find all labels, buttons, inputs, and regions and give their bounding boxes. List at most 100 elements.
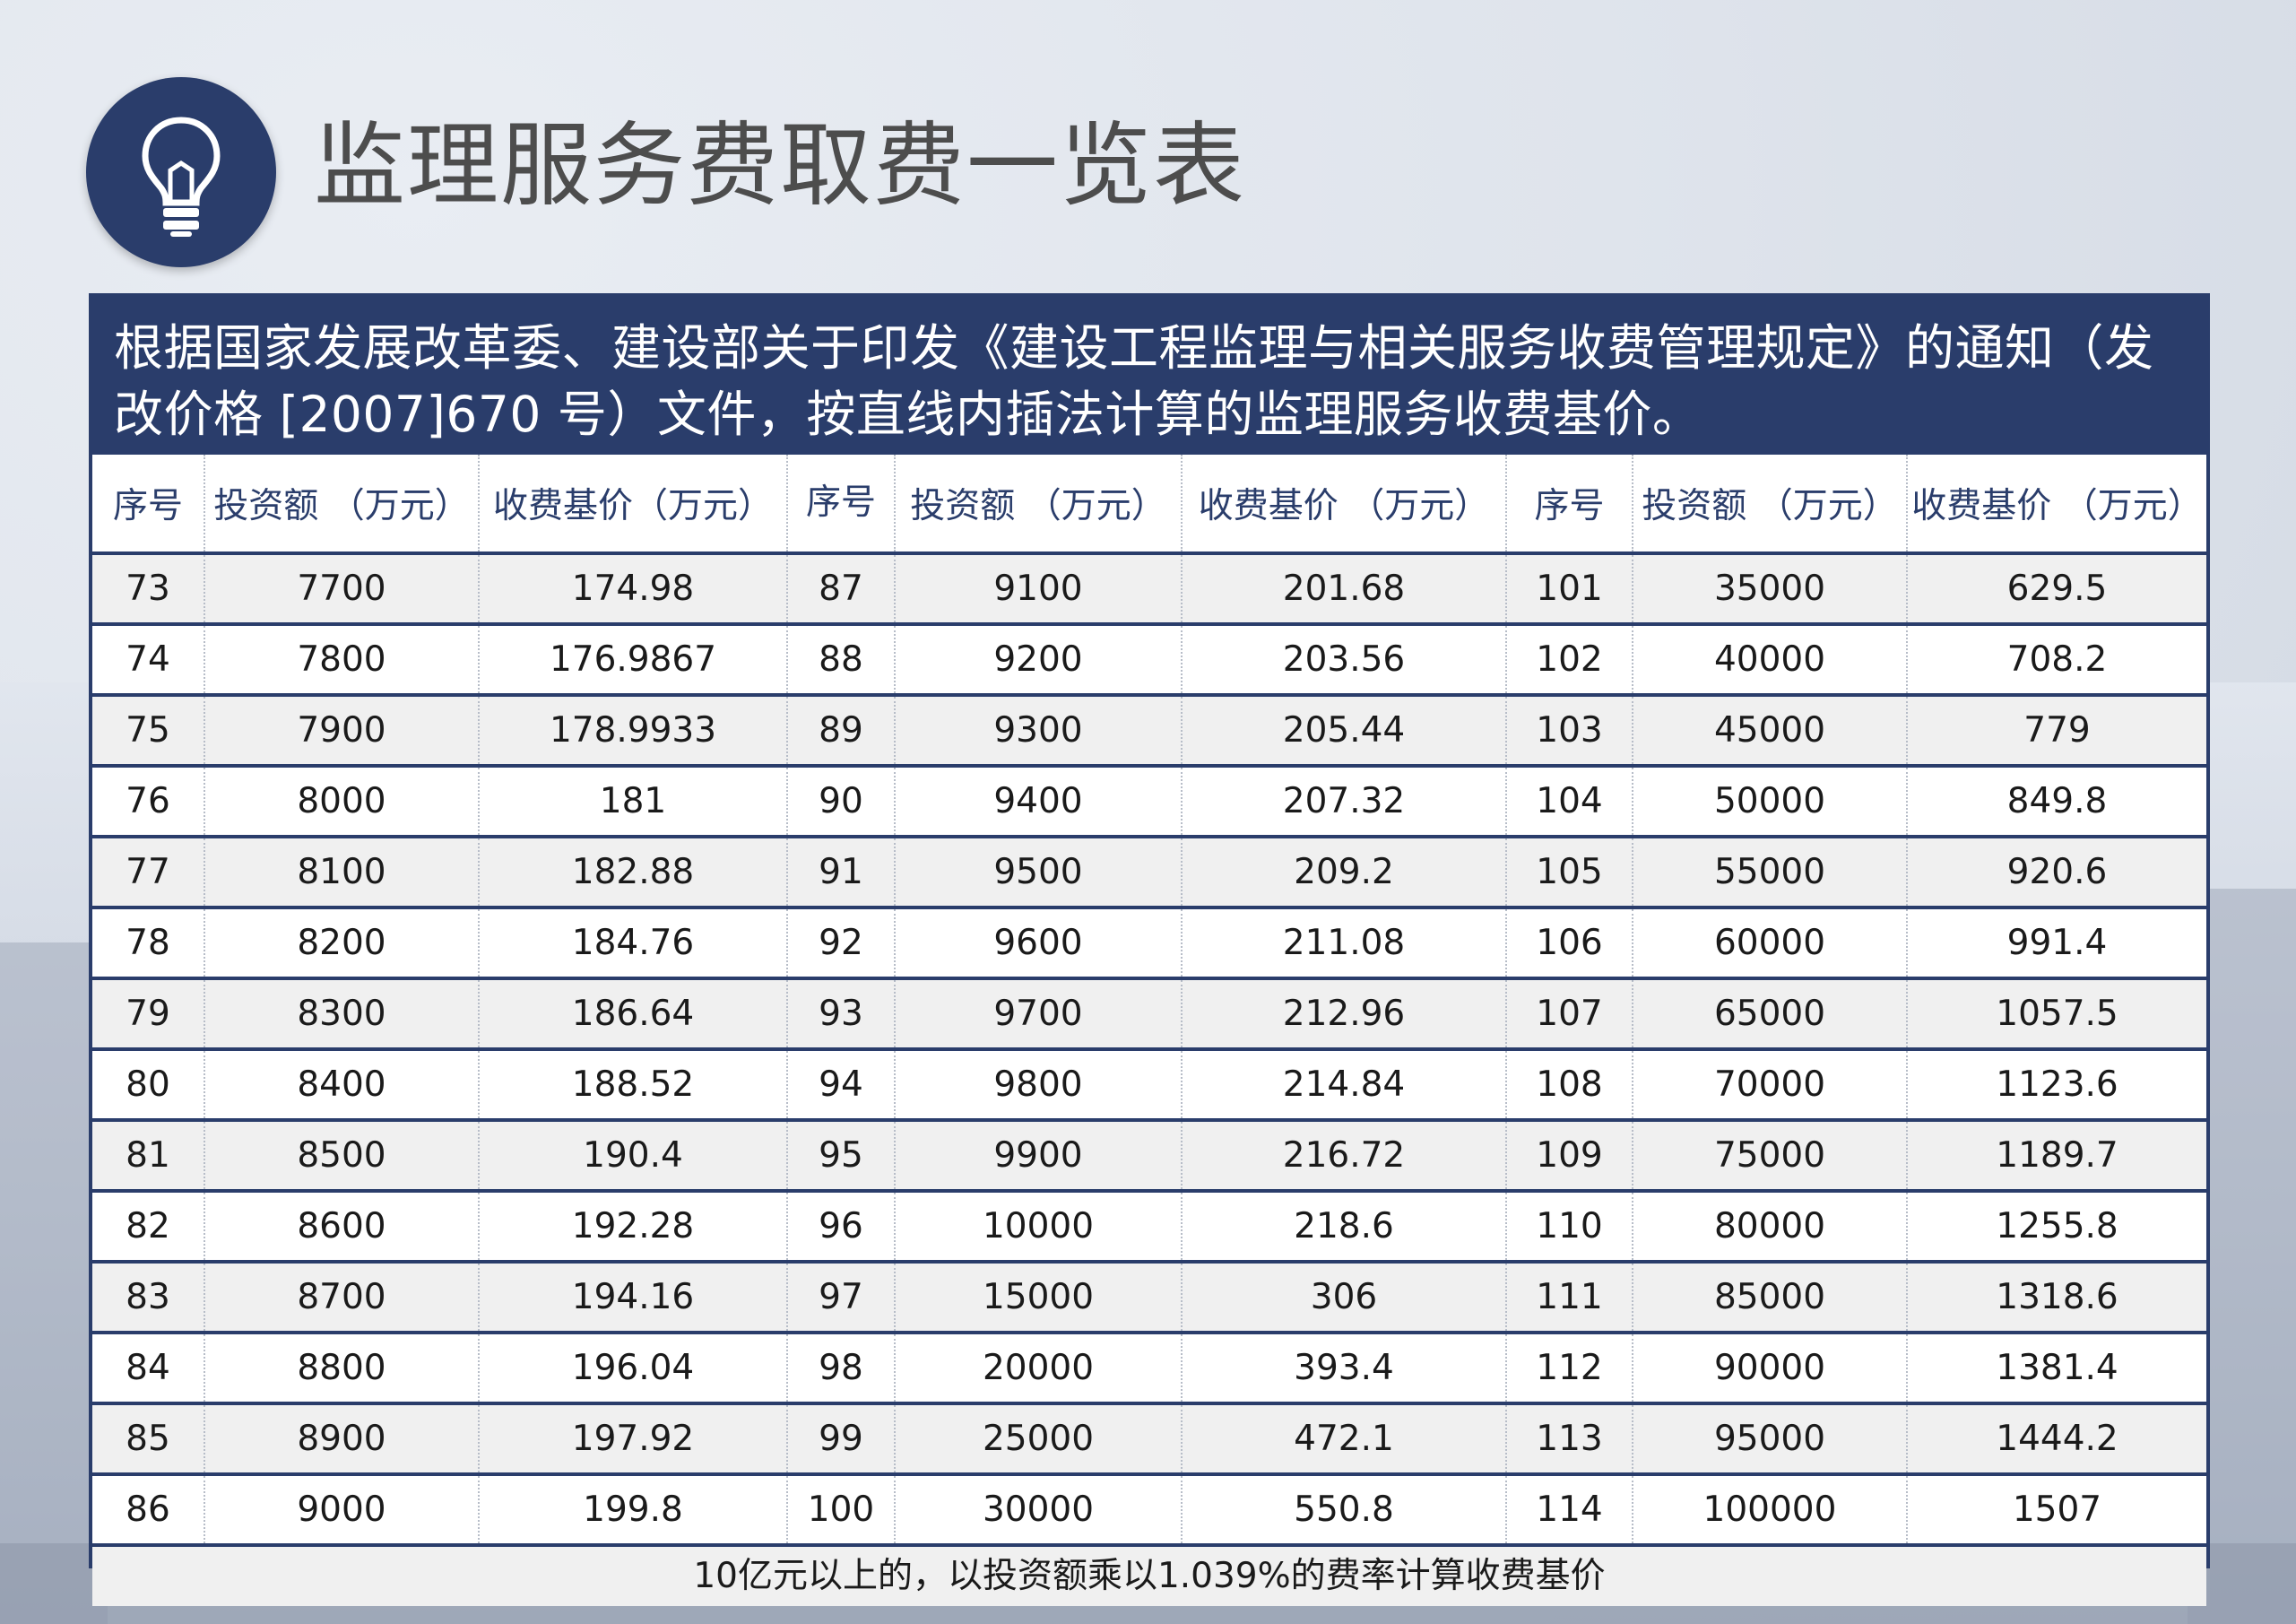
cell-investment: 7800 (204, 624, 480, 697)
cell-seq: 92 (787, 908, 896, 980)
cell-investment: 8400 (204, 1049, 480, 1122)
cell-base-fee: 550.8 (1182, 1474, 1507, 1547)
cell-base-fee: 306 (1182, 1262, 1507, 1334)
table-row: 81 8500 190.4 95 9900 216.72 109 75000 1189.7 (92, 1120, 2206, 1193)
cell-base-fee: 629.5 (1907, 553, 2206, 626)
cell-seq: 109 (1506, 1120, 1633, 1193)
cell-base-fee: 178.9933 (479, 695, 788, 768)
cell-investment: 9800 (895, 1049, 1183, 1122)
fee-table: 序号 投资额 （万元） 收费基价（万元） 序号 投资额 （万元） 收费基价 （万… (92, 455, 2206, 1547)
cell-seq: 96 (787, 1191, 896, 1264)
cell-base-fee: 190.4 (479, 1120, 788, 1193)
cell-investment: 9700 (895, 978, 1183, 1051)
cell-base-fee: 216.72 (1182, 1120, 1507, 1193)
cell-investment: 65000 (1633, 978, 1908, 1051)
cell-base-fee: 205.44 (1182, 695, 1507, 768)
footnote: 10亿元以上的，以投资额乘以1.039%的费率计算收费基价 (92, 1547, 2206, 1606)
cell-base-fee: 188.52 (479, 1049, 788, 1122)
cell-base-fee: 1189.7 (1907, 1120, 2206, 1193)
cell-investment: 20000 (895, 1333, 1183, 1405)
cell-base-fee: 218.6 (1182, 1191, 1507, 1264)
cell-investment: 9400 (895, 766, 1183, 838)
cell-base-fee: 199.8 (479, 1474, 788, 1547)
cell-investment: 40000 (1633, 624, 1908, 697)
cell-seq: 91 (787, 837, 896, 909)
cell-seq: 90 (787, 766, 896, 838)
cell-seq: 87 (787, 553, 896, 626)
cell-seq: 74 (92, 624, 205, 697)
cell-seq: 81 (92, 1120, 205, 1193)
cell-seq: 86 (92, 1474, 205, 1547)
cell-seq: 104 (1506, 766, 1633, 838)
table-header-row: 序号 投资额 （万元） 收费基价（万元） 序号 投资额 （万元） 收费基价 （万… (92, 455, 2206, 555)
cell-investment: 8300 (204, 978, 480, 1051)
cell-base-fee: 212.96 (1182, 978, 1507, 1051)
cell-investment: 8100 (204, 837, 480, 909)
table-row: 77 8100 182.88 91 9500 209.2 105 55000 920.6 (92, 837, 2206, 909)
cell-investment: 80000 (1633, 1191, 1908, 1264)
cell-seq: 82 (92, 1191, 205, 1264)
header-investment: 投资额 （万元） (204, 455, 480, 555)
cell-investment: 10000 (895, 1191, 1183, 1264)
cell-investment: 8600 (204, 1191, 480, 1264)
cell-investment: 8200 (204, 908, 480, 980)
header-base-fee: 收费基价 （万元） (1182, 455, 1507, 555)
table-row: 83 8700 194.16 97 15000 306 111 85000 1318.6 (92, 1262, 2206, 1334)
cell-investment: 8800 (204, 1333, 480, 1405)
cell-seq: 89 (787, 695, 896, 768)
cell-seq: 95 (787, 1120, 896, 1193)
table-row: 75 7900 178.9933 89 9300 205.44 103 45000 779 (92, 695, 2206, 768)
cell-base-fee: 201.68 (1182, 553, 1507, 626)
cell-seq: 97 (787, 1262, 896, 1334)
header-investment: 投资额 （万元） (895, 455, 1183, 555)
cell-base-fee: 186.64 (479, 978, 788, 1051)
cell-seq: 76 (92, 766, 205, 838)
cell-investment: 7700 (204, 553, 480, 626)
cell-seq: 75 (92, 695, 205, 768)
header-seq: 序号 (92, 455, 205, 555)
cell-investment: 25000 (895, 1403, 1183, 1476)
cell-investment: 9200 (895, 624, 1183, 697)
cell-base-fee: 192.28 (479, 1191, 788, 1264)
table-row: 74 7800 176.9867 88 9200 203.56 102 40000 708.2 (92, 624, 2206, 697)
cell-seq: 94 (787, 1049, 896, 1122)
cell-seq: 113 (1506, 1403, 1633, 1476)
cell-base-fee: 176.9867 (479, 624, 788, 697)
cell-base-fee: 203.56 (1182, 624, 1507, 697)
cell-base-fee: 182.88 (479, 837, 788, 909)
table-row: 85 8900 197.92 99 25000 472.1 113 95000 1444.2 (92, 1403, 2206, 1476)
cell-investment: 9500 (895, 837, 1183, 909)
cell-seq: 111 (1506, 1262, 1633, 1334)
cell-base-fee: 194.16 (479, 1262, 788, 1334)
cell-seq: 100 (787, 1474, 896, 1547)
table-row: 80 8400 188.52 94 9800 214.84 108 70000 1123.6 (92, 1049, 2206, 1122)
cell-seq: 79 (92, 978, 205, 1051)
cell-base-fee: 1057.5 (1907, 978, 2206, 1051)
cell-seq: 102 (1506, 624, 1633, 697)
cell-investment: 30000 (895, 1474, 1183, 1547)
cell-investment: 55000 (1633, 837, 1908, 909)
table-row: 84 8800 196.04 98 20000 393.4 112 90000 1381.4 (92, 1333, 2206, 1405)
cell-seq: 106 (1506, 908, 1633, 980)
cell-investment: 7900 (204, 695, 480, 768)
cell-base-fee: 1318.6 (1907, 1262, 2206, 1334)
cell-seq: 73 (92, 553, 205, 626)
cell-base-fee: 1255.8 (1907, 1191, 2206, 1264)
cell-seq: 88 (787, 624, 896, 697)
cell-base-fee: 181 (479, 766, 788, 838)
cell-seq: 103 (1506, 695, 1633, 768)
cell-base-fee: 197.92 (479, 1403, 788, 1476)
table-row: 73 7700 174.98 87 9100 201.68 101 35000 629.5 (92, 553, 2206, 626)
intro-text: 根据国家发展改革委、建设部关于印发《建设工程监理与相关服务收费管理规定》的通知（… (92, 297, 2206, 455)
cell-investment: 45000 (1633, 695, 1908, 768)
cell-seq: 110 (1506, 1191, 1633, 1264)
table-row: 79 8300 186.64 93 9700 212.96 107 65000 1057.5 (92, 978, 2206, 1051)
header-seq: 序号 (1506, 455, 1633, 555)
cell-investment: 15000 (895, 1262, 1183, 1334)
cell-seq: 78 (92, 908, 205, 980)
cell-investment: 35000 (1633, 553, 1908, 626)
cell-investment: 100000 (1633, 1474, 1908, 1547)
page-title: 监理服务费取费一览表 (314, 113, 1246, 220)
table-row: 82 8600 192.28 96 10000 218.6 110 80000 1255.8 (92, 1191, 2206, 1264)
cell-base-fee: 209.2 (1182, 837, 1507, 909)
